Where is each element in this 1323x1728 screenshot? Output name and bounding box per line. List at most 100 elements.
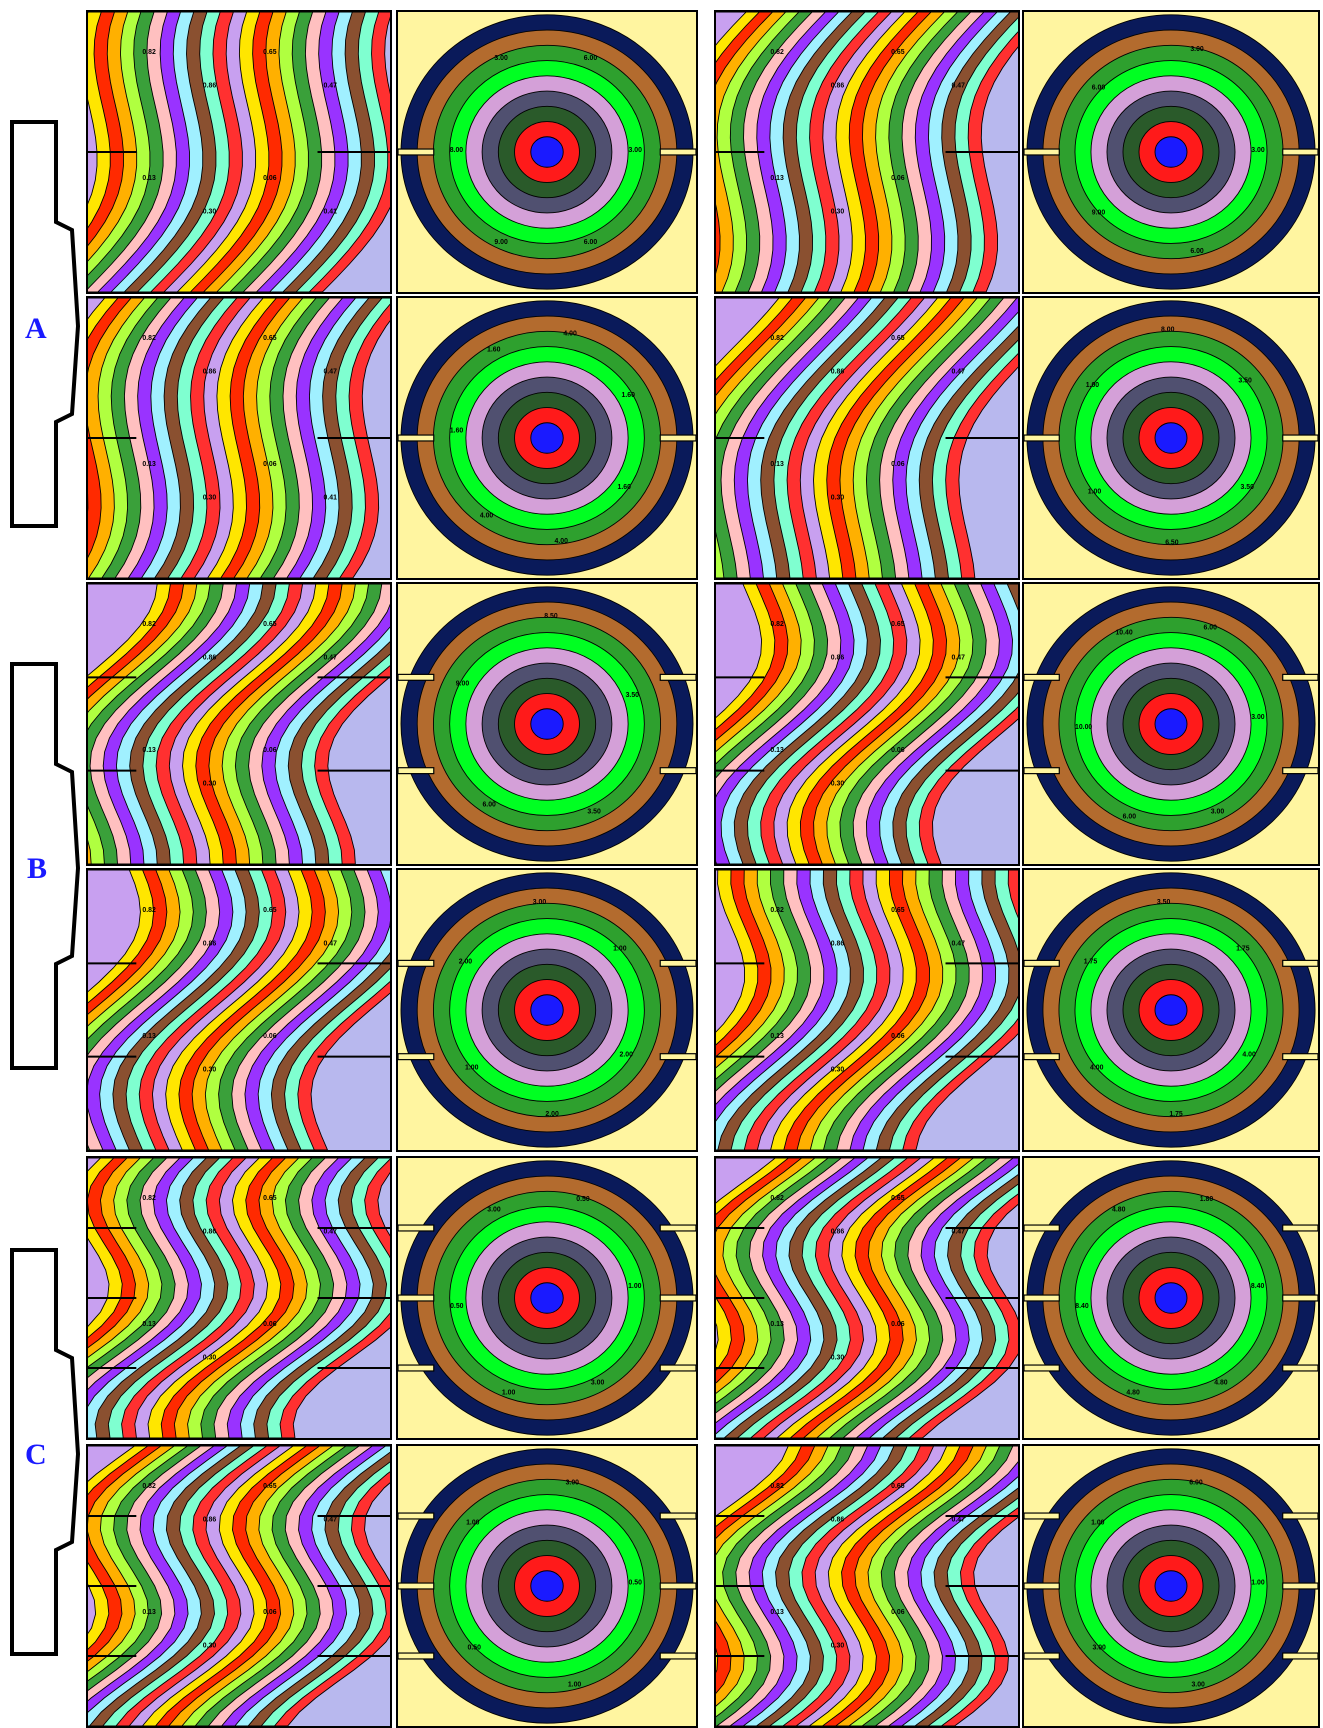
contour-label: 1.00 [568,1682,582,1689]
contour-label: 0.86 [831,941,845,948]
contour-label: 0.65 [891,1483,905,1490]
contour-plot: 0.82 0.86 0.65 0.47 0.13 0.30 0.06 [716,298,1018,578]
contour-plot: 0.50 1.00 3.00 0.50 1.00 [398,1446,696,1726]
streamline-panel-row4-col2: 2.00 1.00 2.00 3.00 1.00 2.00 [396,868,698,1152]
contour-plot: 1.60 4.00 4.00 1.60 1.60 4.00 1.60 [398,298,696,578]
bracket-arrow-c [8,1246,81,1658]
contour-label: 0.13 [770,1609,784,1616]
contour-label: 0.06 [891,175,905,182]
contour-plot: 3.00 6.00 9.00 6.00 3.00 [1024,12,1318,292]
contour-label: 3.00 [1191,1682,1205,1689]
contour-plot: 3.00 6.00 10.00 10.40 6.00 3.00 [1024,584,1318,864]
contour-label: 3.00 [629,147,643,154]
contour-label: 0.06 [891,747,905,754]
contour-label: 6.00 [584,239,598,246]
contour-label: 0.30 [831,495,845,502]
contour-label: 0.47 [952,369,966,376]
contour-label: 4.00 [555,538,569,545]
streamline-panel-row5-col2: 1.00 0.50 3.00 0.50 1.00 3.00 [396,1156,698,1440]
contour-label: 3.00 [1251,714,1265,721]
contour-label: 1.00 [613,945,627,952]
streamline-panel-row2-col2: 1.60 4.00 4.00 1.60 1.60 4.00 1.60 [396,296,698,580]
contour-label: 0.30 [203,495,217,502]
contour-label: 0.47 [952,941,966,948]
contour-label: 10.00 [1075,724,1092,731]
contour-label: 4.80 [1214,1380,1228,1387]
streamline-panel-row1-col4: 3.00 6.00 9.00 6.00 3.00 [1022,10,1320,294]
isotherm-panel-row5-col1: 0.82 0.86 0.65 0.47 0.13 0.30 0.06 [86,1156,392,1440]
contour-label: 0.82 [770,621,784,628]
contour-plot: 0.82 0.86 0.65 0.47 0.13 0.30 0.06 [716,584,1018,864]
contour-label: 6.00 [1123,814,1137,821]
streamline-panel-row2-col4: 3.50 6.50 1.00 1.00 8.00 3.50 [1022,296,1320,580]
contour-label: 0.30 [831,1355,845,1362]
contour-label: 1.80 [1200,1196,1214,1203]
contour-plot: 3.00 6.00 9.00 8.00 3.00 6.00 [398,12,696,292]
contour-label: 0.30 [831,781,845,788]
contour-label: 0.13 [142,747,156,754]
contour-plot: 3.00 1.00 6.00 1.00 3.00 [1024,1446,1318,1726]
contour-label: 0.86 [203,941,217,948]
contour-label: 0.82 [770,907,784,914]
contour-label: 3.00 [1251,147,1265,154]
contour-label: 0.47 [952,83,966,90]
contour-label: 0.47 [324,369,338,376]
contour-label: 0.06 [263,1033,277,1040]
contour-label: 9.00 [1092,210,1106,217]
contour-label: 0.50 [467,1645,481,1652]
contour-label: 4.00 [1090,1065,1104,1072]
contour-label: 0.65 [891,1195,905,1202]
contour-label: 1.00 [1086,382,1100,389]
contour-label: 0.86 [831,1517,845,1524]
contour-label: 3.00 [566,1479,580,1486]
contour-label: 0.86 [203,1229,217,1236]
contour-label: 1.00 [465,1065,479,1072]
isotherm-panel-row2-col3: 0.82 0.86 0.65 0.47 0.13 0.30 0.06 [714,296,1020,580]
isotherm-panel-row6-col3: 0.82 0.86 0.65 0.47 0.13 0.30 0.06 [714,1444,1020,1728]
contour-label: 1.60 [487,347,501,354]
isotherm-panel-row6-col1: 0.82 0.86 0.65 0.47 0.13 0.30 0.06 [86,1444,392,1728]
contour-label: 0.47 [324,83,338,90]
contour-label: 3.00 [533,899,547,906]
contour-plot: 0.82 0.86 0.65 0.47 0.13 0.30 0.06 [716,1446,1018,1726]
contour-label: 9.00 [456,680,470,687]
contour-label: 0.13 [770,461,784,468]
streamline-panel-row3-col4: 3.00 6.00 10.00 10.40 6.00 3.00 [1022,582,1320,866]
contour-label: 0.86 [831,83,845,90]
isotherm-panel-row5-col3: 0.82 0.86 0.65 0.47 0.13 0.30 0.06 [714,1156,1020,1440]
contour-label: 3.50 [626,692,640,699]
contour-label: 0.30 [203,781,217,788]
contour-label: 0.13 [142,1321,156,1328]
contour-label: 0.30 [203,1355,217,1362]
group-label-b: B [27,852,48,885]
contour-label: 0.82 [770,1195,784,1202]
isotherm-panel-row3-col3: 0.82 0.86 0.65 0.47 0.13 0.30 0.06 [714,582,1020,866]
contour-label: 0.13 [770,1321,784,1328]
contour-label: 0.47 [324,655,338,662]
contour-label: 6.00 [1092,84,1106,91]
isotherm-panel-row2-col1: 0.82 0.86 0.65 0.47 0.13 0.30 0.06 0.41 [86,296,392,580]
contour-label: 6.00 [1189,1479,1203,1486]
contour-label: 4.80 [1112,1206,1126,1213]
contour-label: 0.30 [203,209,217,216]
isotherm-panel-row4-col3: 0.82 0.86 0.65 0.47 0.13 0.30 0.06 [714,868,1020,1152]
bracket-arrow-a [8,118,81,530]
contour-label: 2.00 [459,958,473,965]
contour-plot: 1.00 0.50 3.00 0.50 1.00 3.00 [398,1158,696,1438]
contour-plot: 0.82 0.86 0.65 0.47 0.13 0.30 0.06 [716,12,1018,292]
contour-label: 0.65 [891,335,905,342]
contour-label: 0.06 [891,1033,905,1040]
contour-label: 0.82 [770,335,784,342]
contour-label: 0.06 [891,1321,905,1328]
contour-label: 8.00 [450,147,464,154]
contour-label: 0.86 [203,655,217,662]
contour-label: 0.41 [324,209,338,216]
contour-label: 10.40 [1115,629,1132,636]
isotherm-panel-row1-col3: 0.82 0.86 0.65 0.47 0.13 0.30 0.06 [714,10,1020,294]
contour-label: 3.00 [494,55,508,62]
contour-label: 0.06 [263,1609,277,1616]
contour-label: 0.13 [142,461,156,468]
bracket-arrow-b [8,660,81,1072]
contour-label: 3.50 [1157,899,1171,906]
contour-label: 0.13 [770,747,784,754]
